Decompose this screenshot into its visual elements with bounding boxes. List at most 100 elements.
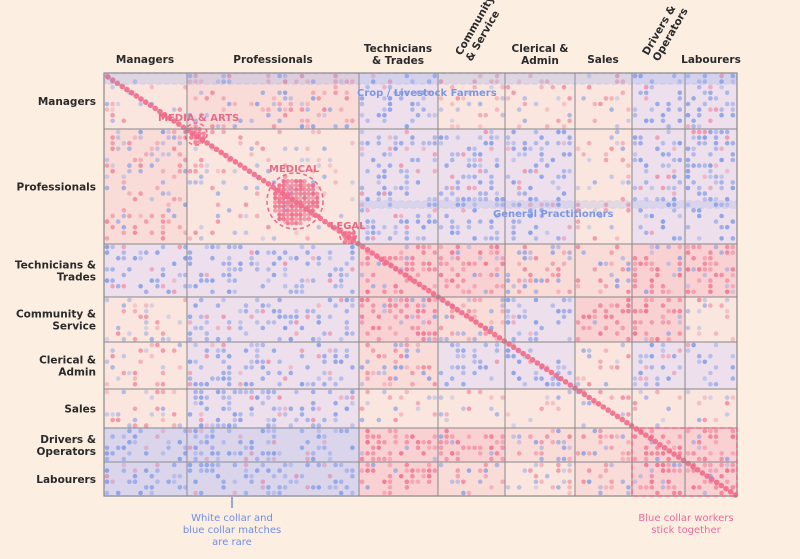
medical-cluster-dot [277, 195, 282, 201]
heatmap-dot [708, 90, 713, 96]
medical-cluster-dot [310, 200, 316, 205]
heatmap-dot [432, 395, 438, 400]
heatmap-dot [449, 278, 455, 283]
heatmap-dot [449, 331, 455, 336]
heatmap-dot [344, 90, 350, 96]
heatmap-dot [567, 289, 572, 295]
heatmap-dot [177, 423, 183, 428]
heatmap-dot [404, 479, 410, 485]
heatmap-dot [620, 79, 626, 84]
heatmap-dot [472, 157, 477, 163]
diagonal-dot [374, 253, 380, 259]
heatmap-dot [138, 135, 143, 140]
heatmap-dot [438, 445, 444, 451]
heatmap-dot [260, 107, 266, 112]
heatmap-dot [719, 107, 724, 112]
block-tint [104, 462, 187, 496]
heatmap-dot [410, 479, 415, 485]
heatmap-dot [730, 140, 736, 146]
heatmap-dot [204, 348, 210, 353]
heatmap-dot [382, 152, 387, 157]
heatmap-dot [533, 163, 539, 168]
heatmap-dot [556, 244, 561, 250]
heatmap-dot [110, 101, 115, 107]
heatmap-dot [198, 428, 204, 434]
heatmap-dot [266, 370, 271, 376]
block-tint [505, 462, 575, 496]
heatmap-dot [387, 303, 393, 308]
heatmap-dot [393, 428, 398, 434]
heatmap-dot [556, 236, 561, 241]
heatmap-dot [649, 118, 655, 124]
heatmap-dot [210, 468, 215, 473]
heatmap-dot [198, 174, 204, 180]
heatmap-dot [149, 412, 155, 417]
heatmap-dot [444, 278, 449, 283]
heatmap-dot [421, 451, 426, 456]
heatmap-dot [660, 434, 666, 439]
heatmap-dot [632, 140, 638, 146]
heatmap-dot [359, 406, 365, 412]
heatmap-dot [132, 79, 138, 84]
heatmap-dot [193, 359, 198, 365]
heatmap-dot [359, 303, 365, 308]
heatmap-dot [660, 451, 666, 456]
heatmap-dot [609, 250, 614, 255]
heatmap-dot [138, 283, 143, 289]
heatmap-dot [533, 376, 539, 381]
heatmap-dot [632, 185, 638, 191]
heatmap-dot [696, 112, 702, 118]
heatmap-dot [254, 185, 260, 191]
heatmap-dot [472, 84, 477, 90]
heatmap-dot [160, 219, 166, 224]
heatmap-dot [333, 417, 338, 423]
heatmap-dot [204, 112, 210, 118]
heatmap-dot [127, 140, 132, 146]
heatmap-dot [171, 412, 177, 417]
heatmap-dot [266, 439, 271, 445]
heatmap-dot [271, 439, 277, 445]
heatmap-dot [713, 261, 719, 267]
heatmap-dot [305, 308, 310, 314]
heatmap-dot [455, 348, 461, 353]
heatmap-dot [410, 140, 415, 146]
medical-cluster-dot [315, 204, 320, 209]
medical-cluster-dot [310, 204, 316, 209]
heatmap-dot [266, 417, 271, 423]
heatmap-dot [282, 73, 288, 79]
heatmap-dot [724, 400, 730, 406]
heatmap-dot [466, 490, 472, 496]
diagonal-dot [723, 485, 729, 492]
heatmap-dot [539, 152, 544, 157]
heatmap-dot [187, 261, 193, 267]
heatmap-dot [567, 135, 572, 140]
heatmap-dot [132, 423, 138, 428]
heatmap-dot [489, 140, 494, 146]
heatmap-dot [322, 107, 327, 112]
heatmap-dot [243, 348, 249, 353]
diagonal-dot [378, 256, 385, 263]
heatmap-dot [138, 359, 143, 365]
heatmap-dot [327, 456, 333, 462]
heatmap-dot [299, 325, 305, 331]
media-arts-cluster-dot [189, 131, 194, 136]
heatmap-dot [271, 456, 277, 462]
heatmap-dot [288, 96, 294, 101]
legal-cluster-dot [343, 231, 348, 236]
heatmap-dot [322, 445, 327, 451]
heatmap-dot [586, 353, 592, 359]
heatmap-dot [632, 479, 638, 485]
heatmap-dot [666, 101, 671, 107]
heatmap-dot [415, 213, 421, 219]
heatmap-dot [643, 196, 649, 202]
heatmap-dot [713, 485, 719, 490]
heatmap-dot [550, 84, 556, 90]
heatmap-dot [691, 146, 696, 152]
heatmap-dot [415, 325, 421, 331]
heatmap-dot [426, 479, 432, 485]
heatmap-dot [455, 468, 461, 473]
heatmap-dot [620, 157, 626, 163]
heatmap-dot [671, 468, 677, 473]
medical-cluster-dot [285, 216, 290, 222]
heatmap-dot [455, 107, 461, 112]
